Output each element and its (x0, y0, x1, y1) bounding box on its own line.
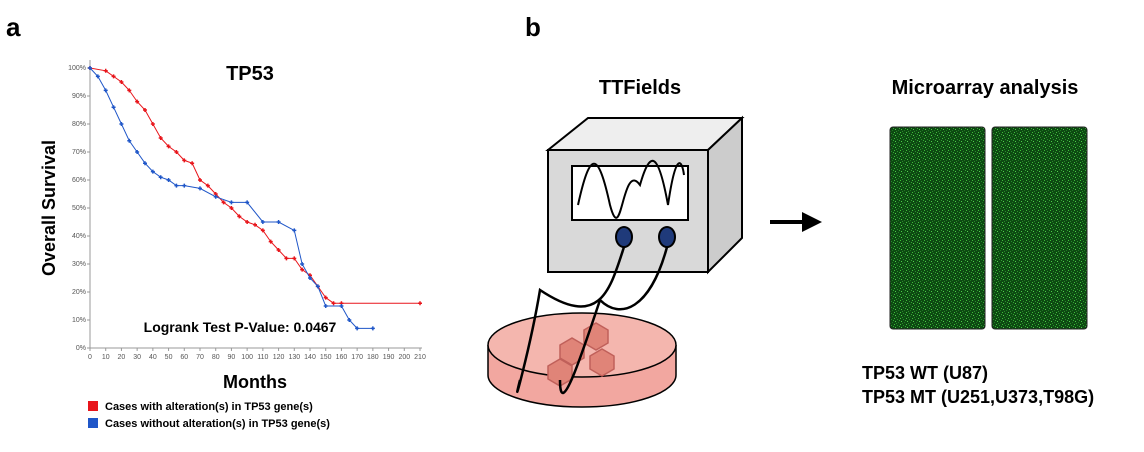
y-tick-label: 10% (72, 317, 86, 324)
y-tick-label: 20% (72, 289, 86, 296)
censor-mark (229, 200, 233, 204)
x-tick-label: 10 (102, 354, 110, 361)
note: TP53 MT (U251,U373,T98G) (862, 387, 1094, 407)
x-tick-label: 100 (241, 354, 253, 361)
x-tick-label: 160 (336, 354, 348, 361)
x-axis-label: Months (223, 372, 287, 392)
y-tick-label: 40% (72, 233, 86, 240)
y-tick-label: 0% (76, 345, 86, 352)
y-tick-label: 80% (72, 121, 86, 128)
x-tick-label: 60 (180, 354, 188, 361)
x-tick-label: 70 (196, 354, 204, 361)
legend-label: Cases with alteration(s) in TP53 gene(s) (105, 401, 313, 413)
x-tick-label: 80 (212, 354, 220, 361)
legend-label: Cases without alteration(s) in TP53 gene… (105, 418, 330, 430)
x-tick-label: 140 (304, 354, 316, 361)
microarray (890, 127, 985, 329)
x-tick-label: 200 (398, 354, 410, 361)
censor-mark (119, 122, 123, 126)
y-tick-label: 100% (68, 65, 86, 72)
arrow (770, 212, 822, 232)
x-tick-label: 190 (383, 354, 395, 361)
panel-label: a (6, 12, 21, 42)
legend: Cases with alteration(s) in TP53 gene(s)… (88, 401, 330, 430)
plot: 0% 10% 20% 30% 40% 50% 60% 70% 80% 90% 100% 0 10 20 30… (68, 60, 426, 361)
censor-mark (292, 228, 296, 232)
x-tick-label: 180 (367, 354, 379, 361)
figure: a TP53 Overall Survival Months Logrank T… (0, 0, 1144, 447)
x-tick-label: 0 (88, 354, 92, 361)
chart-title: TP53 (226, 63, 274, 85)
x-tick-label: 30 (133, 354, 141, 361)
microarray (992, 127, 1087, 329)
censor-mark (418, 301, 422, 305)
censor-mark (190, 161, 194, 165)
x-tick-label: 120 (273, 354, 285, 361)
panel-label: b (525, 12, 541, 42)
x-tick-label: 90 (228, 354, 236, 361)
section-title: Microarray analysis (892, 77, 1079, 99)
censor-mark (112, 105, 116, 109)
censor-mark (300, 262, 304, 266)
x-tick-label: 150 (320, 354, 332, 361)
y-tick-label: 30% (72, 261, 86, 268)
annotation: Logrank Test P-Value: 0.0467 (144, 319, 337, 335)
censor-mark (151, 122, 155, 126)
section-title: TTFields (599, 77, 681, 99)
censor-mark (182, 184, 186, 188)
x-tick-label: 110 (257, 354, 268, 361)
x-tick-label: 210 (414, 354, 426, 361)
y-tick-label: 60% (72, 177, 86, 184)
x-tick-label: 50 (165, 354, 173, 361)
x-tick-label: 130 (288, 354, 300, 361)
survival-curve (90, 68, 420, 303)
survival-curve (90, 68, 373, 328)
censor-mark (104, 88, 108, 92)
censor-mark (324, 304, 328, 308)
y-tick-label: 50% (72, 205, 86, 212)
device (548, 118, 742, 272)
censor-mark (371, 326, 375, 330)
x-tick-label: 20 (118, 354, 126, 361)
legend-swatch (88, 401, 98, 411)
y-tick-label: 90% (72, 93, 86, 100)
x-tick-label: 40 (149, 354, 157, 361)
censor-mark (339, 304, 343, 308)
censor-mark (198, 186, 202, 190)
legend-swatch (88, 418, 98, 428)
x-tick-label: 170 (351, 354, 363, 361)
y-tick-label: 70% (72, 149, 86, 156)
y-axis-label: Overall Survival (39, 140, 59, 276)
note: TP53 WT (U87) (862, 363, 988, 383)
censor-mark (277, 220, 281, 224)
